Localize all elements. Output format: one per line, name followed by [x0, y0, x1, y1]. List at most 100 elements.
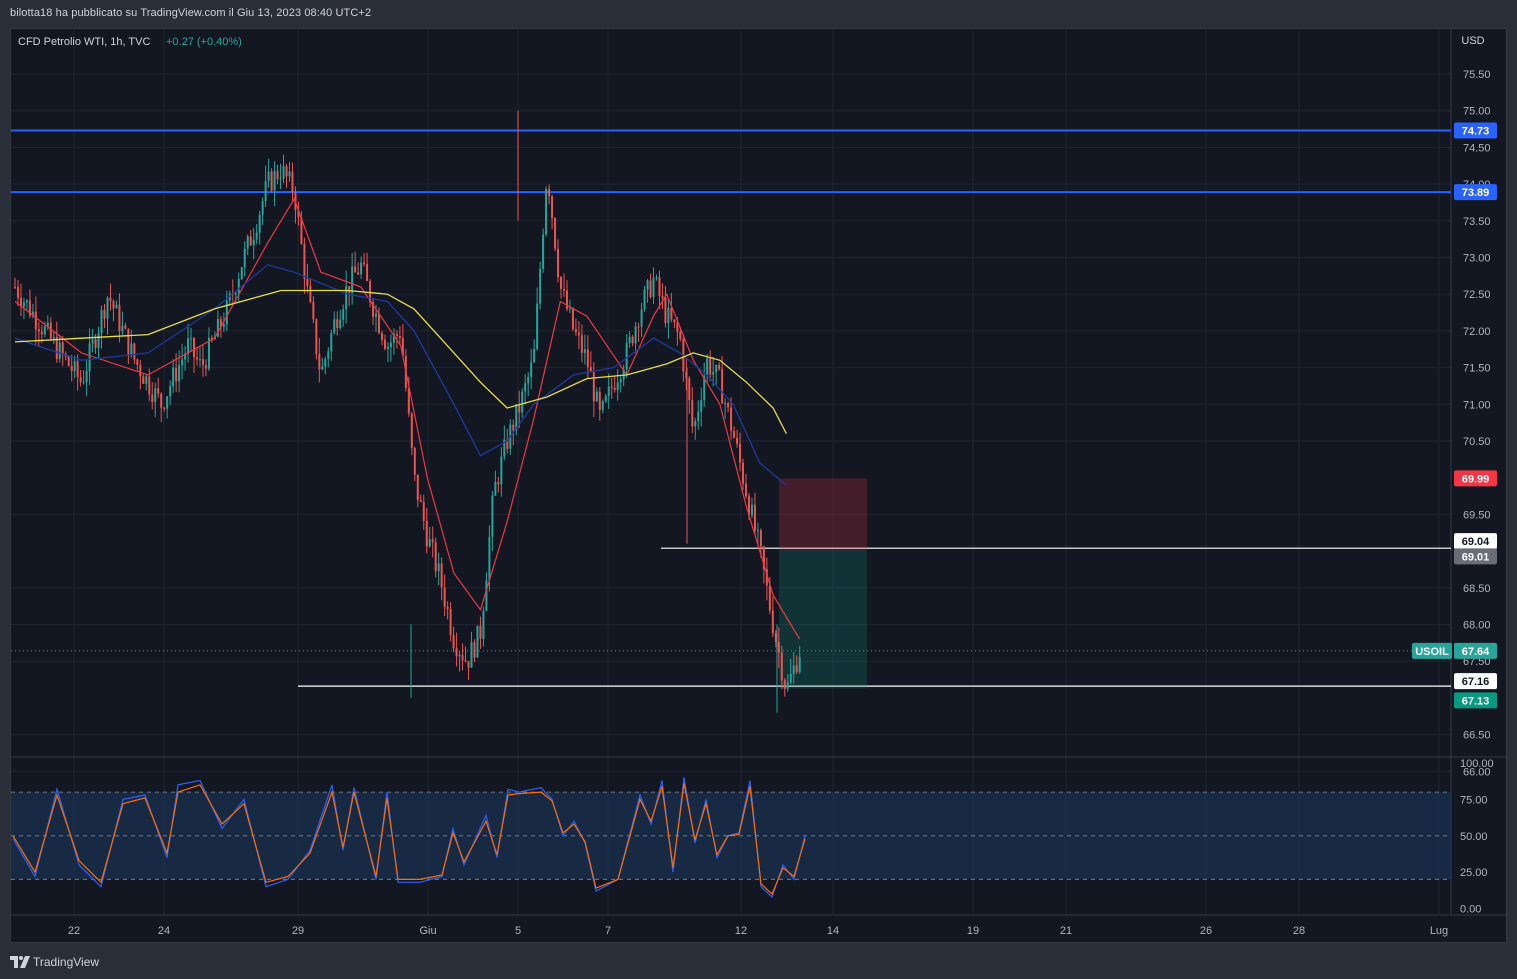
candle-body: [342, 309, 345, 320]
candle-body: [428, 539, 431, 547]
candle-body: [601, 401, 604, 410]
candle-body: [557, 248, 560, 278]
candle-body: [378, 313, 381, 333]
candle-body: [780, 652, 783, 681]
candle-body: [240, 267, 243, 279]
candle-body: [136, 359, 139, 365]
candle-body: [142, 376, 145, 384]
legend-change: +0.27 (+0.40%): [166, 36, 242, 48]
time-tick: 7: [605, 925, 611, 937]
candle-body: [37, 329, 40, 332]
candle-body: [297, 210, 300, 218]
candle-body: [327, 351, 330, 359]
candle-body: [300, 217, 303, 244]
candle-body: [646, 280, 649, 290]
candle-body: [267, 171, 270, 182]
publish-info-bar: bilotta18 ha pubblicato su TradingView.c…: [0, 0, 1517, 26]
candle-body: [631, 336, 634, 344]
chart-canvas[interactable]: 75.5075.0074.5074.0073.5073.0072.5072.00…: [11, 29, 1506, 942]
candle-body: [440, 563, 443, 588]
candle-body: [151, 394, 154, 402]
time-tick: 22: [68, 925, 80, 937]
candle-body: [565, 290, 568, 309]
candle-body: [25, 300, 28, 303]
candle-body: [431, 539, 434, 543]
candle-body: [694, 421, 697, 427]
candle-body: [309, 286, 312, 302]
candle-body: [389, 342, 392, 348]
candle-body: [562, 288, 565, 291]
candle-body: [527, 376, 530, 384]
price-tick: 68.00: [1463, 620, 1491, 632]
candle-body: [61, 342, 64, 354]
candle-body: [643, 289, 646, 310]
candle-body: [407, 387, 410, 414]
candle-body: [148, 376, 151, 395]
footer-brand: TradingView: [33, 955, 100, 969]
candle-body: [106, 297, 109, 319]
candle-body: [619, 379, 622, 383]
candle-body: [306, 278, 309, 287]
candle-body: [375, 313, 378, 317]
candle-body: [288, 171, 291, 177]
price-tick: 68.50: [1463, 583, 1491, 595]
price-tick: 66.50: [1463, 730, 1491, 742]
candle-body: [22, 302, 25, 307]
price-label-bg: [1454, 470, 1497, 487]
candle-body: [762, 546, 765, 570]
candle-body: [169, 386, 172, 397]
candle-body: [458, 655, 461, 657]
candle-body: [768, 585, 771, 611]
candle-body: [196, 357, 199, 360]
candle-body: [774, 633, 777, 642]
candle-body: [34, 311, 37, 330]
candle-body: [261, 201, 264, 215]
candle-body: [622, 369, 625, 380]
candle-body: [133, 343, 136, 360]
candle-body: [571, 308, 574, 330]
horizontal-lines[interactable]: [11, 129, 1451, 687]
price-tick: 71.00: [1463, 399, 1491, 411]
candle-body: [750, 504, 753, 516]
candle-body: [661, 296, 664, 298]
price-axis[interactable]: 75.5075.0074.5074.0073.5073.0072.5072.00…: [1460, 69, 1494, 916]
candle-body: [318, 353, 321, 370]
candle-body: [795, 665, 798, 672]
candle-body: [595, 391, 598, 402]
price-tick: 74.50: [1463, 142, 1491, 154]
candle-body: [279, 178, 282, 180]
candle-body: [258, 214, 261, 233]
candle-body: [542, 234, 545, 269]
time-axis[interactable]: 22 24 29 Giu 5 7 12 14 19 21 26 28 Lug: [68, 925, 1448, 937]
candle-body: [667, 308, 670, 324]
candle-body: [410, 413, 413, 448]
candle-body: [312, 301, 315, 320]
price-tick: 71.50: [1463, 363, 1491, 375]
moving-averages: [11, 197, 1451, 652]
candle-body: [434, 542, 437, 572]
candle-body: [172, 367, 175, 387]
price-tick: 75.50: [1463, 69, 1491, 81]
chart-panel[interactable]: 75.5075.0074.5074.0073.5073.0072.5072.00…: [10, 28, 1507, 943]
price-tick: 73.00: [1463, 253, 1491, 265]
candle-body: [685, 371, 688, 379]
candle-body: [357, 272, 360, 275]
short-position-tool[interactable]: [779, 478, 867, 689]
stoch-tick: 0.00: [1460, 904, 1481, 916]
candle-body: [243, 248, 246, 268]
candle-body: [154, 388, 157, 402]
candle-body: [73, 361, 76, 371]
candle-body: [276, 170, 279, 179]
candle-body: [625, 342, 628, 370]
candle-body: [706, 358, 709, 376]
candle-body: [121, 325, 124, 332]
candle-body: [655, 277, 658, 279]
candle-body: [574, 329, 577, 333]
candle-body: [733, 430, 736, 438]
candle-body: [127, 328, 130, 356]
ma-line-3: [14, 289, 787, 434]
candle-body: [539, 268, 542, 304]
candle-body: [139, 364, 142, 377]
candle-body: [461, 655, 464, 661]
